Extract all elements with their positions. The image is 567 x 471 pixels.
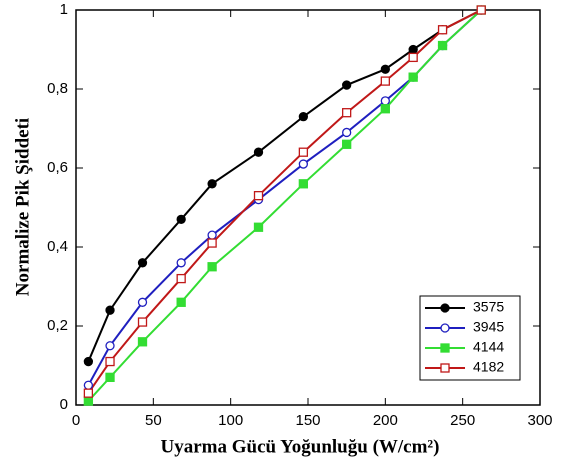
marker (137, 297, 148, 307)
legend-label: 3945 (473, 319, 504, 335)
y-tick-label: 0 (60, 396, 68, 413)
y-tick-label: 0,8 (47, 80, 68, 97)
marker (298, 147, 309, 157)
marker (105, 341, 115, 351)
marker (137, 258, 148, 268)
marker (207, 230, 217, 240)
series-line (87, 9, 482, 402)
legend-marker (440, 303, 450, 313)
series-line (87, 9, 482, 362)
x-tick-label: 150 (295, 412, 320, 429)
series-line (87, 9, 482, 394)
x-tick-label: 250 (450, 412, 475, 429)
marker (342, 80, 352, 90)
legend-label: 4182 (473, 359, 504, 375)
marker (207, 179, 217, 189)
x-axis-label: Uyarma Gücü Yoğunluğu (W/cm²) (161, 436, 440, 457)
legend-label: 4144 (473, 339, 504, 355)
marker (105, 305, 115, 315)
legend-marker (440, 343, 450, 353)
marker (342, 108, 352, 118)
marker (176, 214, 186, 225)
marker (137, 337, 148, 347)
legend-label: 3575 (473, 299, 504, 315)
marker (380, 96, 390, 106)
x-tick-label: 100 (218, 412, 243, 429)
marker (408, 72, 418, 82)
marker (298, 179, 309, 189)
marker (298, 112, 309, 122)
y-tick-label: 1 (60, 1, 68, 18)
marker (408, 44, 418, 55)
x-tick-label: 50 (145, 412, 162, 429)
marker (207, 238, 217, 248)
y-tick-label: 0,2 (47, 317, 68, 334)
marker (408, 52, 418, 63)
marker (437, 40, 448, 51)
marker (137, 317, 148, 327)
y-tick-label: 0,4 (47, 238, 68, 255)
marker (342, 139, 352, 149)
legend-box (419, 295, 521, 381)
legend-marker (440, 363, 450, 373)
marker (298, 159, 309, 169)
marker (176, 273, 186, 284)
marker (83, 380, 94, 390)
x-tick-label: 200 (373, 412, 398, 429)
marker (476, 5, 486, 15)
marker (207, 262, 217, 272)
marker (437, 25, 448, 35)
marker (253, 190, 264, 201)
marker (83, 388, 94, 398)
y-axis-label: Normalize Pik Şiddeti (12, 118, 33, 296)
marker (176, 297, 186, 307)
x-tick-label: 300 (527, 412, 552, 429)
marker (253, 222, 264, 232)
marker (342, 127, 352, 138)
marker (105, 356, 115, 367)
marker (176, 258, 186, 268)
marker (380, 64, 390, 74)
marker (105, 372, 115, 383)
marker (253, 147, 264, 157)
marker (83, 356, 94, 367)
y-tick-label: 0,6 (47, 159, 68, 176)
marker (380, 76, 390, 86)
marker (83, 396, 94, 406)
legend-marker (440, 323, 450, 333)
x-tick-label: 0 (72, 412, 80, 429)
marker (380, 104, 390, 114)
